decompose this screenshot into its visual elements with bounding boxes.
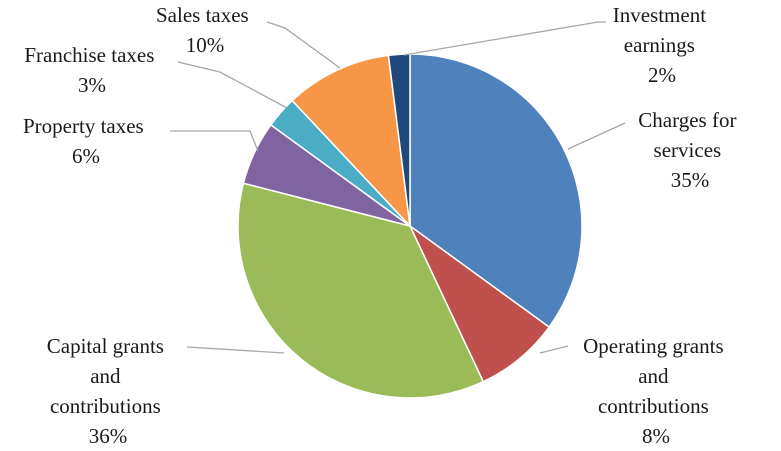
- pie-slice-charges: [409, 53, 583, 329]
- label-investment-earnings: Investment earnings 2%: [613, 3, 712, 87]
- label-franchise-line-1: Franchise taxes: [24, 43, 154, 67]
- label-property-taxes: Property taxes 6%: [23, 114, 149, 168]
- label-sales-line-1: Sales taxes: [156, 3, 249, 27]
- label-investment-line-1: Investment: [613, 3, 706, 27]
- label-charges-line-1: Charges for: [638, 108, 736, 132]
- label-operating-line-3: contributions: [598, 394, 709, 418]
- label-capital-line-3: contributions: [50, 394, 161, 418]
- leader-line-sales: [266, 21, 341, 69]
- label-franchise-percent: 3%: [78, 73, 106, 97]
- label-franchise-taxes: Franchise taxes 3%: [24, 43, 159, 97]
- label-property-percent: 6%: [72, 144, 100, 168]
- label-capital-line-2: and: [90, 364, 121, 388]
- label-charges-line-2: services: [654, 138, 722, 162]
- label-charges-for-services: Charges for services 35%: [638, 108, 741, 192]
- label-sales-taxes: Sales taxes 10%: [156, 3, 254, 57]
- leader-line-investment: [403, 21, 606, 56]
- label-property-line-1: Property taxes: [23, 114, 144, 138]
- pie-slice-capital: [237, 182, 485, 399]
- leader-line-charges: [567, 122, 626, 150]
- label-investment-line-2: earnings: [624, 33, 695, 57]
- label-operating-line-2: and: [638, 364, 669, 388]
- label-sales-percent: 10%: [186, 33, 225, 57]
- label-capital-grants: Capital grants and contributions 36%: [47, 334, 169, 448]
- label-operating-grants: Operating grants and contributions 8%: [583, 334, 729, 448]
- leader-lines: [170, 21, 626, 354]
- leader-line-capital: [186, 346, 285, 354]
- label-capital-percent: 36%: [89, 424, 128, 448]
- leader-line-property: [170, 130, 259, 152]
- leader-line-franchise: [177, 61, 288, 109]
- leader-line-operating: [539, 345, 569, 354]
- label-charges-percent: 35%: [671, 168, 710, 192]
- label-capital-line-1: Capital grants: [47, 334, 164, 358]
- pie-slice-sales: [291, 54, 412, 229]
- label-operating-percent: 8%: [642, 424, 670, 448]
- label-investment-percent: 2%: [648, 63, 676, 87]
- pie-slices: [237, 53, 583, 399]
- label-operating-line-1: Operating grants: [583, 334, 724, 358]
